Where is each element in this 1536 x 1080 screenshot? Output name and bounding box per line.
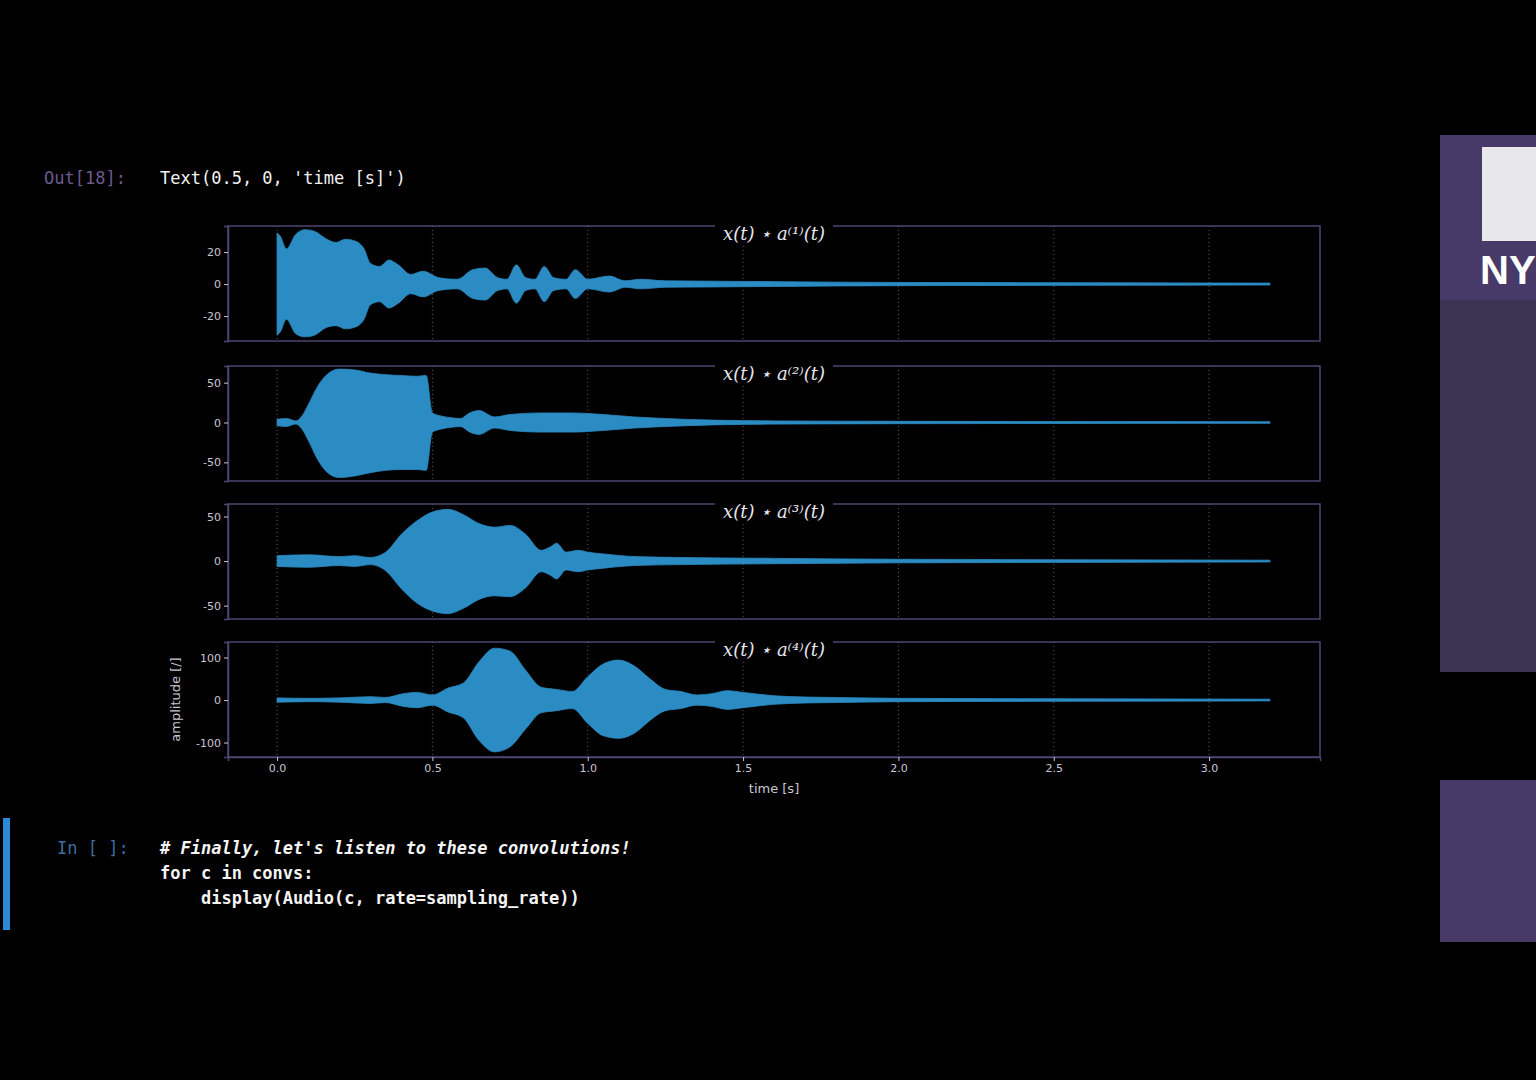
y-axis-title: amplitude [/] [168,657,183,741]
tick-mark [432,757,433,761]
title-background [715,637,833,662]
tick-mark [588,757,589,761]
tick-label: 0 [214,278,221,291]
tick-label: 3.0 [1201,762,1219,775]
subplot-title: x(t) ⋆ a⁽²⁾(t) [723,363,825,384]
tick-label: 50 [207,377,221,390]
code-line: display(Audio(c, rate=sampling_rate)) [160,886,580,911]
tick-label: 0 [214,555,221,568]
cell-marker [3,818,10,930]
tick: 1.0 [580,757,598,775]
tick-mark [224,462,228,463]
subplot: 100 0 -100 0.0 0.5 1.0 1.5 2.0 2.5 3.0 time [s] amp… [168,637,1321,796]
tick-mark [224,561,228,562]
tick: -100 [196,737,228,750]
tick-label: 100 [200,652,221,665]
axis-line [229,758,1321,762]
tick-mark [224,700,228,701]
tick: 50 [207,377,228,390]
tick: 20 [207,246,228,259]
tick: 0 [214,694,228,707]
tick: 100 [200,652,228,665]
tick-label: 2.0 [890,762,908,775]
tick-mark [743,757,744,761]
tick-label: 20 [207,246,221,259]
tick: -50 [203,456,228,469]
axis-line [224,367,229,482]
tick-mark [224,743,228,744]
tick: 1.5 [735,757,753,775]
tick-label: 0 [214,694,221,707]
figure: 20 0 -20 x(t) ⋆ a⁽¹⁾(t) 50 0 -50 x(t) ⋆ a⁽²⁾(t)… [0,0,1536,1080]
y-axis: 100 0 -100 [196,643,228,758]
tick: 0 [214,555,228,568]
title-background [715,361,833,386]
sidebar-panel [1440,780,1536,942]
tick-label: 0.5 [424,762,442,775]
code-line: # Finally, let's listen to these convolu… [160,836,631,861]
tick-mark [1209,757,1210,761]
tick-label: 0.0 [269,762,287,775]
tick-label: 2.5 [1046,762,1064,775]
tick-label: -100 [196,737,221,750]
tick-label: 1.5 [735,762,753,775]
out-prompt: Out[18]: [44,166,126,191]
tick-label: -20 [203,310,221,323]
tick: 0.5 [424,757,442,775]
tick-mark [224,383,228,384]
tick: 50 [207,511,228,524]
sidebar-image [1440,300,1536,672]
tick-mark [224,252,228,253]
tick-mark [898,757,899,761]
tick-mark [224,606,228,607]
tick-label: 0 [214,417,221,430]
tick-label: 50 [207,511,221,524]
plot-area [277,648,1270,752]
x-axis-title: time [s] [749,781,799,796]
waveform-envelope [277,509,1270,613]
subplot-title: x(t) ⋆ a⁽⁴⁾(t) [723,639,825,660]
subplot: 20 0 -20 x(t) ⋆ a⁽¹⁾(t) [203,221,1320,342]
tick-label: 1.0 [580,762,598,775]
tick-mark [224,316,228,317]
tick-label: -50 [203,456,221,469]
tick: -20 [203,310,228,323]
out-text: Text(0.5, 0, 'time [s]') [160,166,406,191]
tick-mark [224,516,228,517]
tick-mark [224,423,228,424]
y-axis: 50 0 -50 [203,505,228,620]
subplot-title: x(t) ⋆ a⁽³⁾(t) [723,501,825,522]
tick: -50 [203,600,228,613]
y-axis: 50 0 -50 [203,367,228,482]
title-background [715,499,833,524]
subplot-title: x(t) ⋆ a⁽¹⁾(t) [723,223,825,244]
plot-area [277,509,1270,613]
y-axis: 20 0 -20 [203,227,228,342]
tick: 2.0 [890,757,908,775]
tick-mark [277,757,278,761]
tick-mark [224,284,228,285]
tick: 2.5 [1046,757,1064,775]
waveform-envelope [277,648,1270,752]
logo-text: NY [1480,248,1536,293]
tick: 0.0 [269,757,287,775]
logo-box [1482,147,1536,241]
axis-line [224,505,229,620]
code-line: for c in convs: [160,861,314,886]
title-background [715,221,833,246]
tick: 0 [214,278,228,291]
subplot: 50 0 -50 x(t) ⋆ a⁽³⁾(t) [203,499,1320,620]
subplot: 50 0 -50 x(t) ⋆ a⁽²⁾(t) [203,361,1320,482]
tick-mark [1054,757,1055,761]
axis-line [224,227,229,342]
tick-label: -50 [203,600,221,613]
in-prompt: In [ ]: [57,836,129,861]
tick: 3.0 [1201,757,1219,775]
axis-line [224,643,229,758]
x-axis: 0.0 0.5 1.0 1.5 2.0 2.5 3.0 [229,757,1321,775]
tick-mark [224,658,228,659]
tick: 0 [214,417,228,430]
